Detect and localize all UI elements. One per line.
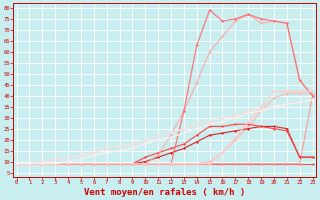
- X-axis label: Vent moyen/en rafales ( km/h ): Vent moyen/en rafales ( km/h ): [84, 188, 245, 197]
